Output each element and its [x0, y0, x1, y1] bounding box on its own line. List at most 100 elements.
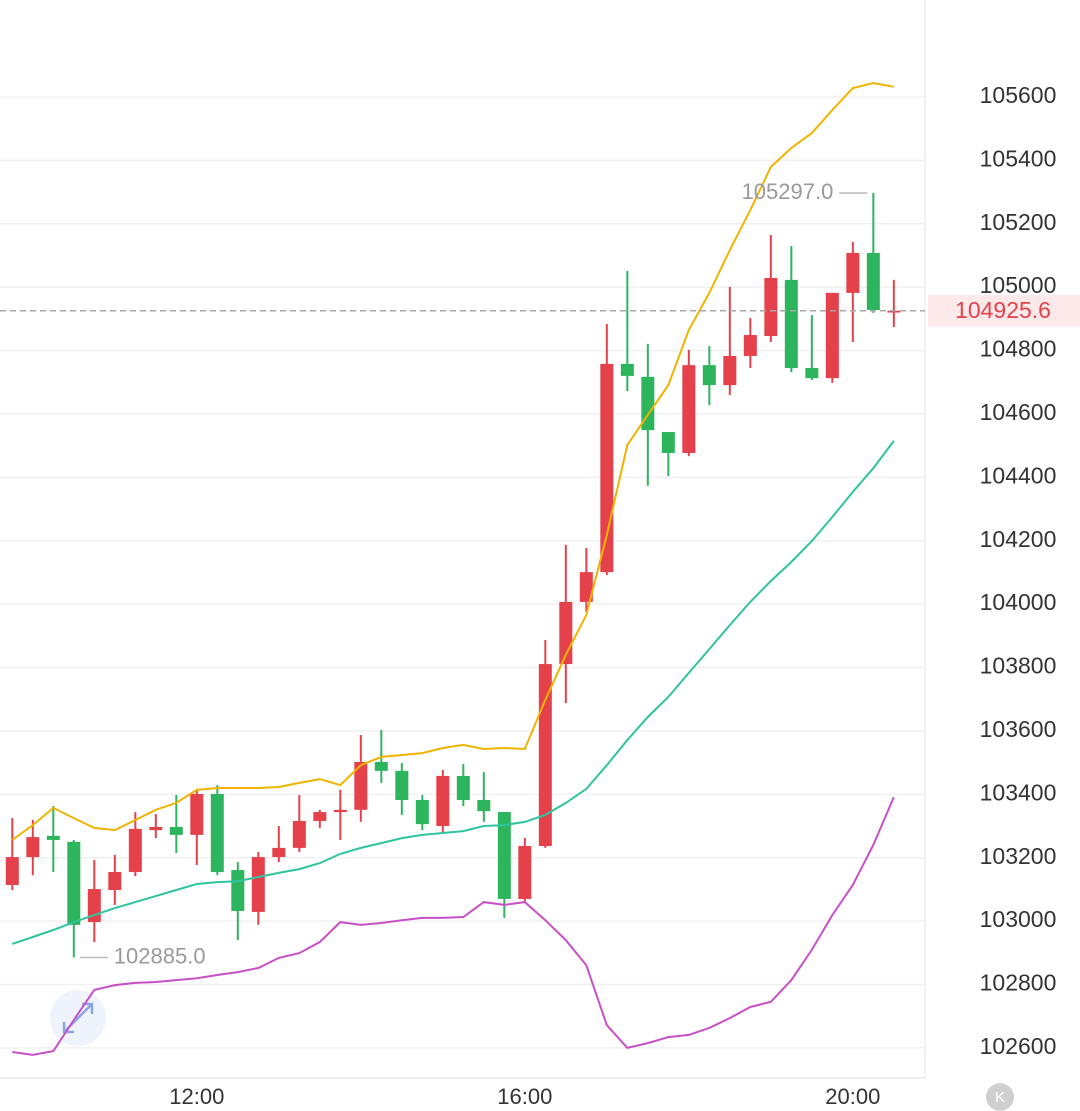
candle-body	[497, 812, 511, 899]
candle	[251, 852, 265, 925]
candle-body	[866, 252, 880, 310]
candle-body	[743, 335, 757, 356]
last-price-label: 104925.6	[955, 297, 1051, 323]
candle-body	[210, 793, 224, 872]
candle	[333, 789, 347, 840]
y-tick-label: 104800	[980, 336, 1057, 362]
candle	[559, 544, 573, 704]
candle	[5, 818, 19, 891]
candle	[395, 762, 409, 815]
candle-body	[108, 871, 122, 891]
y-tick-label: 105200	[980, 209, 1057, 235]
y-tick-label: 103200	[980, 843, 1057, 869]
candle-body	[67, 841, 81, 925]
candle-body	[149, 826, 163, 831]
candle	[682, 349, 696, 457]
band-line	[11, 440, 895, 945]
x-tick-label: 12:00	[169, 1084, 224, 1109]
candle-body	[292, 820, 306, 848]
candle	[128, 812, 142, 877]
candle-body	[231, 870, 245, 911]
min-annotation: 102885.0	[114, 943, 206, 968]
candle	[272, 826, 286, 863]
candle	[866, 193, 880, 313]
candle	[169, 794, 183, 853]
candle	[210, 785, 224, 876]
candle	[190, 789, 204, 865]
candle	[497, 812, 511, 918]
y-tick-label: 105400	[980, 145, 1057, 171]
candle-body	[764, 277, 778, 336]
candle-body	[518, 845, 532, 899]
candle-body	[436, 775, 450, 827]
grid	[0, 96, 925, 1049]
y-tick-label: 104200	[980, 526, 1057, 552]
candle-body	[128, 828, 142, 872]
y-tick-label: 103600	[980, 716, 1057, 742]
candle	[67, 839, 81, 958]
candle	[723, 286, 737, 395]
y-tick-label: 103800	[980, 653, 1057, 679]
k-button[interactable]: K	[986, 1083, 1014, 1111]
candle-body	[26, 837, 40, 858]
candle	[805, 315, 819, 381]
candle-body	[620, 363, 634, 376]
candle-body	[456, 775, 470, 801]
max-annotation: 105297.0	[742, 179, 834, 204]
candle-body	[477, 800, 491, 812]
candle	[846, 241, 860, 343]
candle	[743, 317, 757, 368]
candle-body	[723, 355, 737, 386]
candle-body	[784, 279, 798, 368]
candle	[354, 735, 368, 822]
candle-body	[251, 857, 265, 912]
candle	[702, 346, 716, 406]
candle	[661, 432, 675, 477]
candle	[436, 769, 450, 833]
band-line	[11, 81, 894, 841]
candle-body	[169, 826, 183, 835]
last-price-box	[928, 294, 1080, 327]
candle	[764, 234, 778, 343]
candle-body	[333, 809, 347, 813]
candle	[26, 819, 40, 876]
y-tick-label: 104600	[980, 399, 1057, 425]
y-tick-label: 103400	[980, 779, 1057, 805]
candle-body	[702, 365, 716, 386]
candle	[108, 854, 122, 905]
k-button-label: K	[995, 1089, 1005, 1106]
candle-body	[374, 761, 388, 771]
candle	[292, 794, 306, 853]
candle	[46, 806, 60, 872]
candle-body	[46, 835, 60, 840]
candle-body	[825, 292, 839, 379]
y-tick-label: 105000	[980, 272, 1057, 298]
candle-body	[272, 847, 286, 858]
candle	[620, 271, 634, 392]
candle	[477, 772, 491, 822]
zoom-button[interactable]	[50, 990, 106, 1046]
candle-body	[579, 572, 593, 602]
y-tick-label: 105600	[980, 82, 1057, 108]
candle	[149, 813, 163, 839]
candle-body	[846, 252, 860, 293]
candle-body	[805, 367, 819, 379]
candle	[825, 292, 839, 383]
band-line	[12, 796, 895, 1056]
candle-body	[641, 376, 655, 431]
candle-body	[190, 793, 204, 835]
y-tick-label: 104000	[980, 589, 1057, 615]
y-tick-label: 103000	[980, 906, 1057, 932]
candle	[456, 763, 470, 807]
candle-body	[600, 363, 614, 573]
candle-body	[354, 761, 368, 810]
candle-body	[415, 800, 429, 825]
x-tick-label: 20:00	[825, 1084, 880, 1109]
candle	[313, 809, 327, 828]
y-tick-label: 104400	[980, 462, 1057, 488]
candle-body	[682, 365, 696, 453]
k-button-bg	[986, 1083, 1014, 1111]
candle-body	[395, 770, 409, 801]
y-tick-label: 102600	[980, 1033, 1057, 1059]
